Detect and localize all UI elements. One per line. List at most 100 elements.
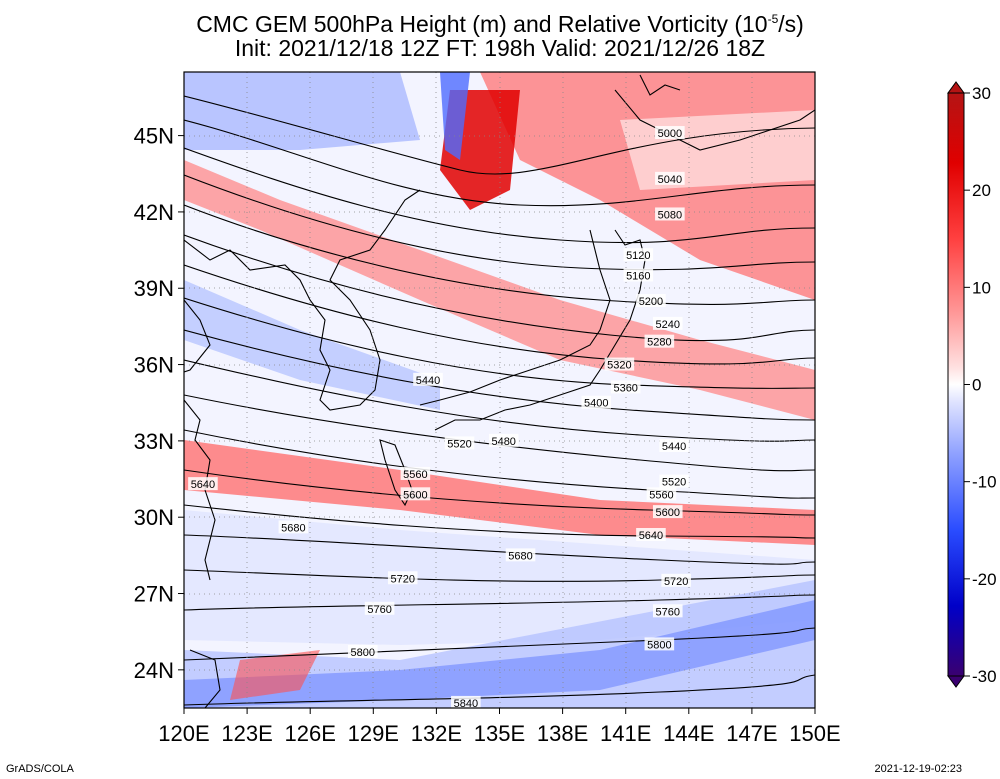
contour-label: 5760 [367, 604, 391, 616]
colorbar-top-arrow [947, 81, 965, 94]
contour-label-bg [623, 268, 654, 282]
contour-label: 5240 [656, 319, 680, 331]
vorticity-shading [184, 72, 815, 708]
contour-label: 5480 [491, 436, 515, 448]
chart-title: CMC GEM 500hPa Height (m) and Relative V… [0, 6, 1000, 38]
contour-label-bg [387, 571, 418, 585]
lat-tick-label: 33N [134, 429, 174, 454]
contour-label: 5720 [664, 576, 688, 588]
lon-tick-label: 129E [348, 721, 399, 746]
lon-tick-label: 132E [411, 721, 462, 746]
colorbar-tick-label: 0 [972, 376, 981, 395]
contour-label: 5720 [391, 573, 415, 585]
lon-tick-label: 150E [789, 721, 840, 746]
contour-label-bg [347, 645, 378, 659]
lon-tick-label: 126E [285, 721, 336, 746]
contour-label-bg [444, 436, 475, 450]
contour-label: 5360 [613, 382, 637, 394]
contour-label: 5560 [403, 469, 427, 481]
coastlines [184, 74, 815, 708]
colorbar-tick-label: -10 [972, 473, 997, 492]
contour-label-bg [636, 528, 666, 542]
colorbar-tick-label: 30 [972, 84, 991, 103]
colorbar-tick-label: 10 [972, 278, 991, 297]
lat-tick-label: 39N [134, 276, 174, 301]
contour-label-bg [652, 316, 683, 330]
contour-label: 5280 [647, 337, 671, 349]
contour-label-bg [505, 548, 536, 562]
contour-label-bg [636, 293, 666, 307]
contour-label-bg [400, 466, 431, 480]
contour-label: 5440 [416, 375, 440, 387]
colorbar-tick-label: -20 [972, 570, 997, 589]
contour-label-bg [278, 520, 309, 534]
lon-tick-label: 135E [474, 721, 525, 746]
contour-label-bg [659, 438, 689, 452]
contour-label: 5760 [656, 606, 680, 618]
contour-label-bg [644, 637, 675, 651]
contour-label: 5440 [662, 441, 686, 453]
contour-label: 5600 [656, 507, 680, 519]
contour-label-bg [610, 380, 641, 394]
title-superscript: -5 [767, 12, 779, 26]
lon-tick-label: 147E [726, 721, 777, 746]
lat-lon-grid [184, 72, 815, 708]
contour-label-bg [646, 487, 677, 501]
contour-label-bg [655, 126, 685, 140]
contour-label-bg [661, 573, 691, 587]
contour-label-bg [451, 695, 481, 709]
contour-label-bg [488, 433, 519, 447]
contour-label-bg [644, 334, 675, 348]
colorbar-tick-label: 20 [972, 181, 991, 200]
lon-tick-label: 120E [158, 721, 209, 746]
lat-tick-label: 42N [134, 200, 174, 225]
lat-tick-label: 36N [134, 353, 174, 378]
contour-label-bg [188, 477, 218, 491]
contour-label: 5560 [649, 489, 673, 501]
footer-right: 2021-12-19-02:23 [874, 763, 962, 775]
colorbar-tick-label: -30 [972, 667, 997, 686]
contour-label: 5320 [607, 360, 631, 372]
lat-tick-label: 30N [134, 505, 174, 530]
contour-label-bg [623, 248, 654, 262]
contour-label: 5080 [658, 209, 682, 221]
lat-tick-label: 27N [134, 582, 174, 607]
contour-label-bg [655, 171, 685, 185]
colorbar-bar [947, 92, 965, 677]
title-text: CMC GEM 500hPa Height (m) and Relative V… [196, 11, 768, 37]
lat-tick-label: 45N [134, 124, 174, 149]
colorbar: 30 20 10 0 -10 -20 -30 [947, 81, 997, 688]
contour-label-bg [400, 487, 431, 501]
contour-label: 5000 [658, 128, 682, 140]
contour-label-bg [652, 505, 683, 519]
lon-tick-label: 141E [600, 721, 651, 746]
contour-label-bg [659, 474, 689, 488]
contour-label: 5640 [191, 479, 215, 491]
lon-tick-label: 144E [663, 721, 714, 746]
contour-label: 5520 [447, 438, 471, 450]
contour-label: 5520 [662, 477, 686, 489]
contour-label-bg [581, 395, 612, 409]
contour-label: 5040 [658, 174, 682, 186]
contour-label-bg [364, 601, 395, 615]
contour-label: 5400 [584, 398, 608, 410]
contour-label-bg [413, 372, 443, 386]
contour-label: 5600 [403, 489, 427, 501]
colorbar-bottom-arrow [947, 675, 965, 688]
lon-tick-label: 123E [221, 721, 272, 746]
height-contours [184, 95, 815, 706]
lat-tick-label: 24N [134, 658, 174, 683]
contour-label-bg [652, 604, 683, 618]
lon-tick-label: 138E [537, 721, 588, 746]
colorbar-ticks: 30 20 10 0 -10 -20 -30 [964, 84, 997, 686]
contour-label: 5200 [639, 296, 663, 308]
title-units: /s) [778, 11, 804, 37]
chart-subtitle: Init: 2021/12/18 12Z FT: 198h Valid: 202… [234, 35, 766, 61]
contour-label: 5160 [626, 271, 650, 283]
contour-label: 5800 [647, 639, 671, 651]
contour-label: 5120 [626, 250, 650, 262]
contour-label: 5680 [508, 550, 532, 562]
contour-label-bg [655, 207, 685, 221]
contour-labels: 5000 5040 5080 5120 5160 5200 5240 5280 5320 5360… [188, 126, 691, 710]
